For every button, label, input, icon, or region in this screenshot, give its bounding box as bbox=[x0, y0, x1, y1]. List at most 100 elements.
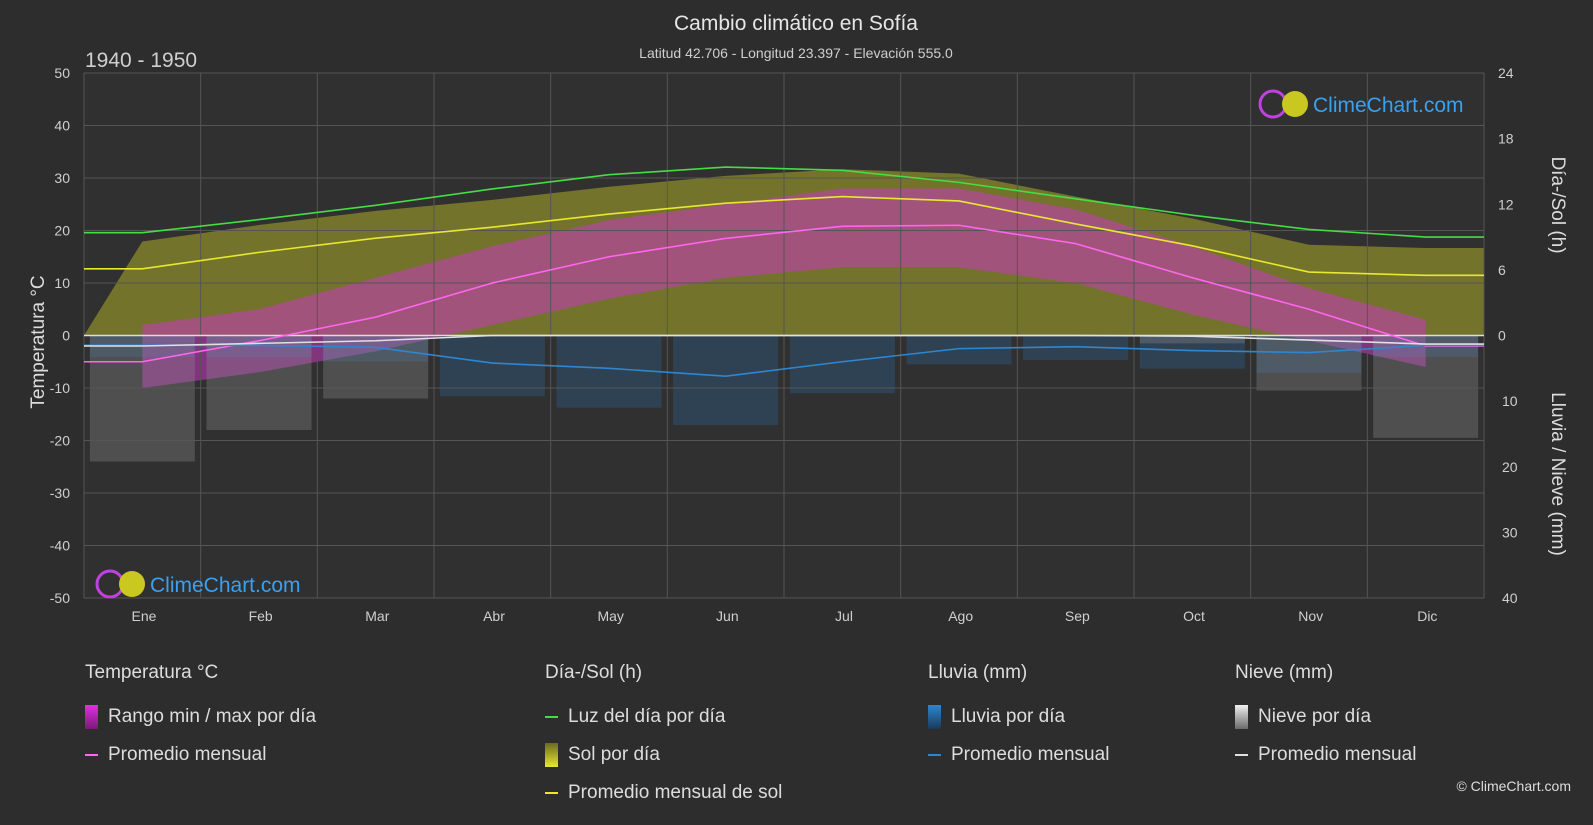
x-tick-label: Jul bbox=[835, 608, 853, 624]
temp-avg-swatch bbox=[85, 754, 98, 756]
brand-name-bottom: ClimeChart.com bbox=[150, 574, 301, 597]
x-tick-label: Nov bbox=[1298, 608, 1323, 624]
daylight-swatch bbox=[545, 716, 558, 718]
legend-item-snow-day: Nieve por día bbox=[1235, 698, 1416, 736]
rain-bar bbox=[906, 335, 1012, 365]
y-left-tick-label: 0 bbox=[62, 328, 70, 344]
legend-temperature-title: Temperatura °C bbox=[85, 662, 219, 683]
legend-item-rain-avg: Promedio mensual bbox=[928, 736, 1109, 774]
legend-rain-avg-label: Promedio mensual bbox=[951, 744, 1110, 765]
x-tick-label: Dic bbox=[1417, 608, 1437, 624]
x-tick-label: Sep bbox=[1065, 608, 1090, 624]
y-axis-right-bottom-label: Lluvia / Nieve (mm) bbox=[1547, 392, 1568, 556]
chart-title: Cambio climático en Sofía bbox=[674, 12, 918, 35]
y-right-precip-tick-label: 40 bbox=[1502, 590, 1518, 606]
legend-temp-range-label: Rango min / max por día bbox=[108, 706, 317, 727]
rain-bar bbox=[673, 335, 779, 426]
brand-logo-bottom[interactable]: ClimeChart.com bbox=[95, 569, 301, 599]
legend-rain: Lluvia (mm) Lluvia por día Promedio mens… bbox=[928, 662, 1109, 774]
y-left-tick-label: -10 bbox=[50, 380, 70, 396]
y-right-hours-tick-label: 12 bbox=[1498, 196, 1514, 212]
x-tick-label: Ago bbox=[948, 608, 973, 624]
snow-avg-line bbox=[84, 334, 1484, 347]
x-tick-label: Ene bbox=[132, 608, 157, 624]
rain-bar bbox=[439, 335, 545, 397]
y-left-tick-label: 20 bbox=[54, 223, 70, 239]
legend-daylight: Día-/Sol (h) Luz del día por día Sol por… bbox=[545, 662, 782, 812]
y-left-tick-label: -30 bbox=[50, 485, 70, 501]
x-tick-label: Jun bbox=[716, 608, 739, 624]
legend-snow-day-label: Nieve por día bbox=[1258, 706, 1372, 727]
legend-item-sunshine-avg: Promedio mensual de sol bbox=[545, 774, 782, 812]
legend-temp-avg-label: Promedio mensual bbox=[108, 744, 267, 765]
legend-daylight-label: Luz del día por día bbox=[568, 706, 726, 727]
snow-bar bbox=[1139, 335, 1245, 344]
y-right-precip-tick-label: 30 bbox=[1502, 524, 1518, 540]
legend-daylight-title: Día-/Sol (h) bbox=[545, 662, 643, 683]
legend-item-rain-day: Lluvia por día bbox=[928, 698, 1109, 736]
legend-item-temp-avg: Promedio mensual bbox=[85, 736, 316, 774]
legend-rain-title: Lluvia (mm) bbox=[928, 662, 1028, 683]
y-right-precip-tick-label: 20 bbox=[1502, 459, 1518, 475]
period-label: 1940 - 1950 bbox=[85, 49, 197, 72]
snow-swatch bbox=[1235, 705, 1248, 729]
logo-sun-icon bbox=[119, 571, 145, 597]
y-left-tick-label: 10 bbox=[54, 275, 70, 291]
y-right-precip-tick-label: 10 bbox=[1502, 393, 1518, 409]
x-tick-label: May bbox=[597, 608, 623, 624]
y-axis-left-label: Temperatura °C bbox=[28, 275, 49, 408]
brand-name-top: ClimeChart.com bbox=[1313, 94, 1464, 117]
legend-item-sunshine: Sol por día bbox=[545, 736, 782, 774]
x-tick-label: Oct bbox=[1183, 608, 1205, 624]
rain-avg-line bbox=[84, 344, 1484, 377]
y-left-tick-label: -20 bbox=[50, 433, 70, 449]
rain-swatch bbox=[928, 705, 941, 729]
legend-snow-avg-label: Promedio mensual bbox=[1258, 744, 1417, 765]
chart-subtitle: Latitud 42.706 - Longitud 23.397 - Eleva… bbox=[639, 45, 953, 61]
x-tick-label: Feb bbox=[249, 608, 273, 624]
legend-temperature: Temperatura °C Rango min / max por día P… bbox=[85, 662, 316, 774]
rain-bar bbox=[206, 335, 312, 358]
plot-area bbox=[83, 72, 1485, 599]
x-tick-label: Mar bbox=[365, 608, 389, 624]
y-axis-right-top-label: Día-/Sol (h) bbox=[1547, 156, 1568, 253]
y-left-tick-label: -40 bbox=[50, 538, 70, 554]
rain-avg-swatch bbox=[928, 754, 941, 756]
y-right-hours-tick-label: 6 bbox=[1498, 262, 1506, 278]
y-left-tick-label: -50 bbox=[50, 590, 70, 606]
legend-sunshine-label: Sol por día bbox=[568, 744, 660, 765]
brand-logo-top[interactable]: ClimeChart.com bbox=[1258, 89, 1464, 119]
rain-bar bbox=[789, 335, 895, 394]
legend-snow: Nieve (mm) Nieve por día Promedio mensua… bbox=[1235, 662, 1416, 774]
legend-rain-day-label: Lluvia por día bbox=[951, 706, 1066, 727]
snow-bar bbox=[1256, 335, 1362, 391]
snow-bar bbox=[323, 335, 429, 399]
legend-sunshine-avg-label: Promedio mensual de sol bbox=[568, 782, 783, 803]
temp-range-band bbox=[142, 188, 1426, 388]
sunshine-avg-swatch bbox=[545, 792, 558, 794]
x-tick-label: Abr bbox=[483, 608, 505, 624]
temp-range-swatch bbox=[85, 705, 98, 729]
rain-bar bbox=[556, 335, 662, 408]
rain-bar bbox=[1139, 335, 1245, 369]
y-left-tick-label: 50 bbox=[54, 65, 70, 81]
logo-sun-icon bbox=[1282, 91, 1308, 117]
snow-avg-swatch bbox=[1235, 754, 1248, 756]
y-right-hours-tick-label: 24 bbox=[1498, 65, 1514, 81]
legend-snow-title: Nieve (mm) bbox=[1235, 662, 1334, 683]
daylight-line bbox=[84, 166, 1484, 238]
y-right-hours-tick-label: 18 bbox=[1498, 131, 1514, 147]
legend-item-temp-range: Rango min / max por día bbox=[85, 698, 316, 736]
sunshine-swatch bbox=[545, 743, 558, 767]
snow-bar bbox=[1373, 335, 1479, 438]
sunshine-avg-line bbox=[84, 195, 1484, 277]
snow-bar bbox=[206, 335, 312, 430]
copyright-text: © ClimeChart.com bbox=[1456, 778, 1571, 794]
y-left-tick-label: 30 bbox=[54, 170, 70, 186]
y-right-hours-tick-label: 0 bbox=[1498, 328, 1506, 344]
legend-item-daylight: Luz del día por día bbox=[545, 698, 782, 736]
y-left-tick-label: 40 bbox=[54, 118, 70, 134]
legend-item-snow-avg: Promedio mensual bbox=[1235, 736, 1416, 774]
